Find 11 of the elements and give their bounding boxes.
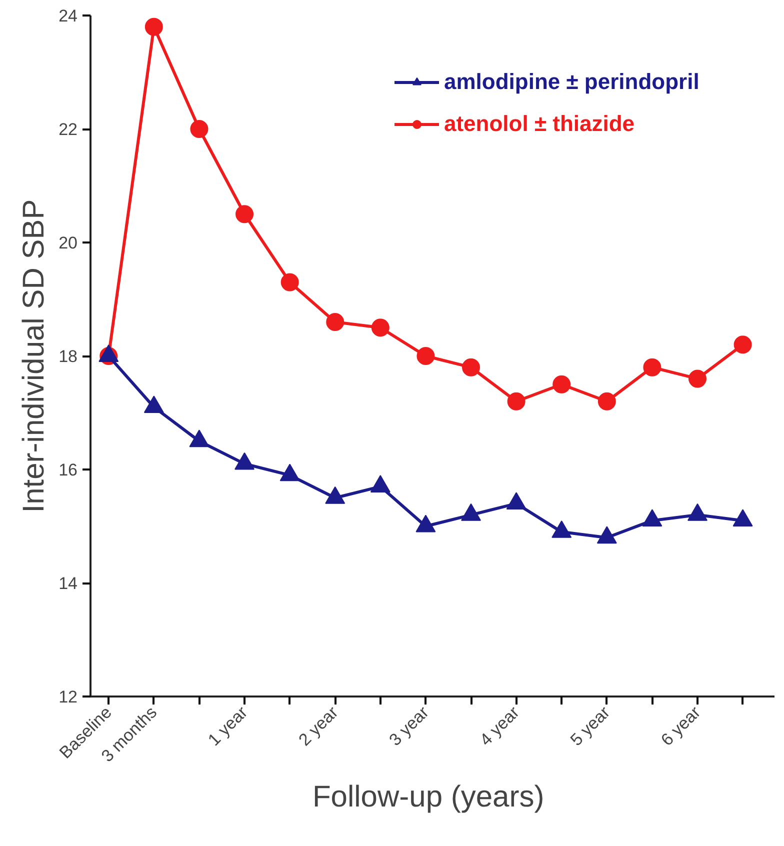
- y-tick-label: 24: [58, 6, 78, 26]
- y-tick-label: 16: [58, 460, 78, 480]
- x-axis-title: Follow-up (years): [312, 780, 544, 814]
- y-tick-label: 18: [58, 347, 78, 366]
- legend-label: atenolol ± thiazide: [444, 111, 635, 137]
- y-tick-label: 12: [58, 688, 78, 706]
- y-tick-label: 14: [58, 574, 78, 593]
- y-axis-title: Inter-individual SD SBP: [18, 199, 51, 513]
- legend-label: amlodipine ± perindopril: [444, 69, 700, 95]
- y-tick-label: 22: [58, 120, 78, 139]
- y-tick-label: 20: [58, 234, 78, 252]
